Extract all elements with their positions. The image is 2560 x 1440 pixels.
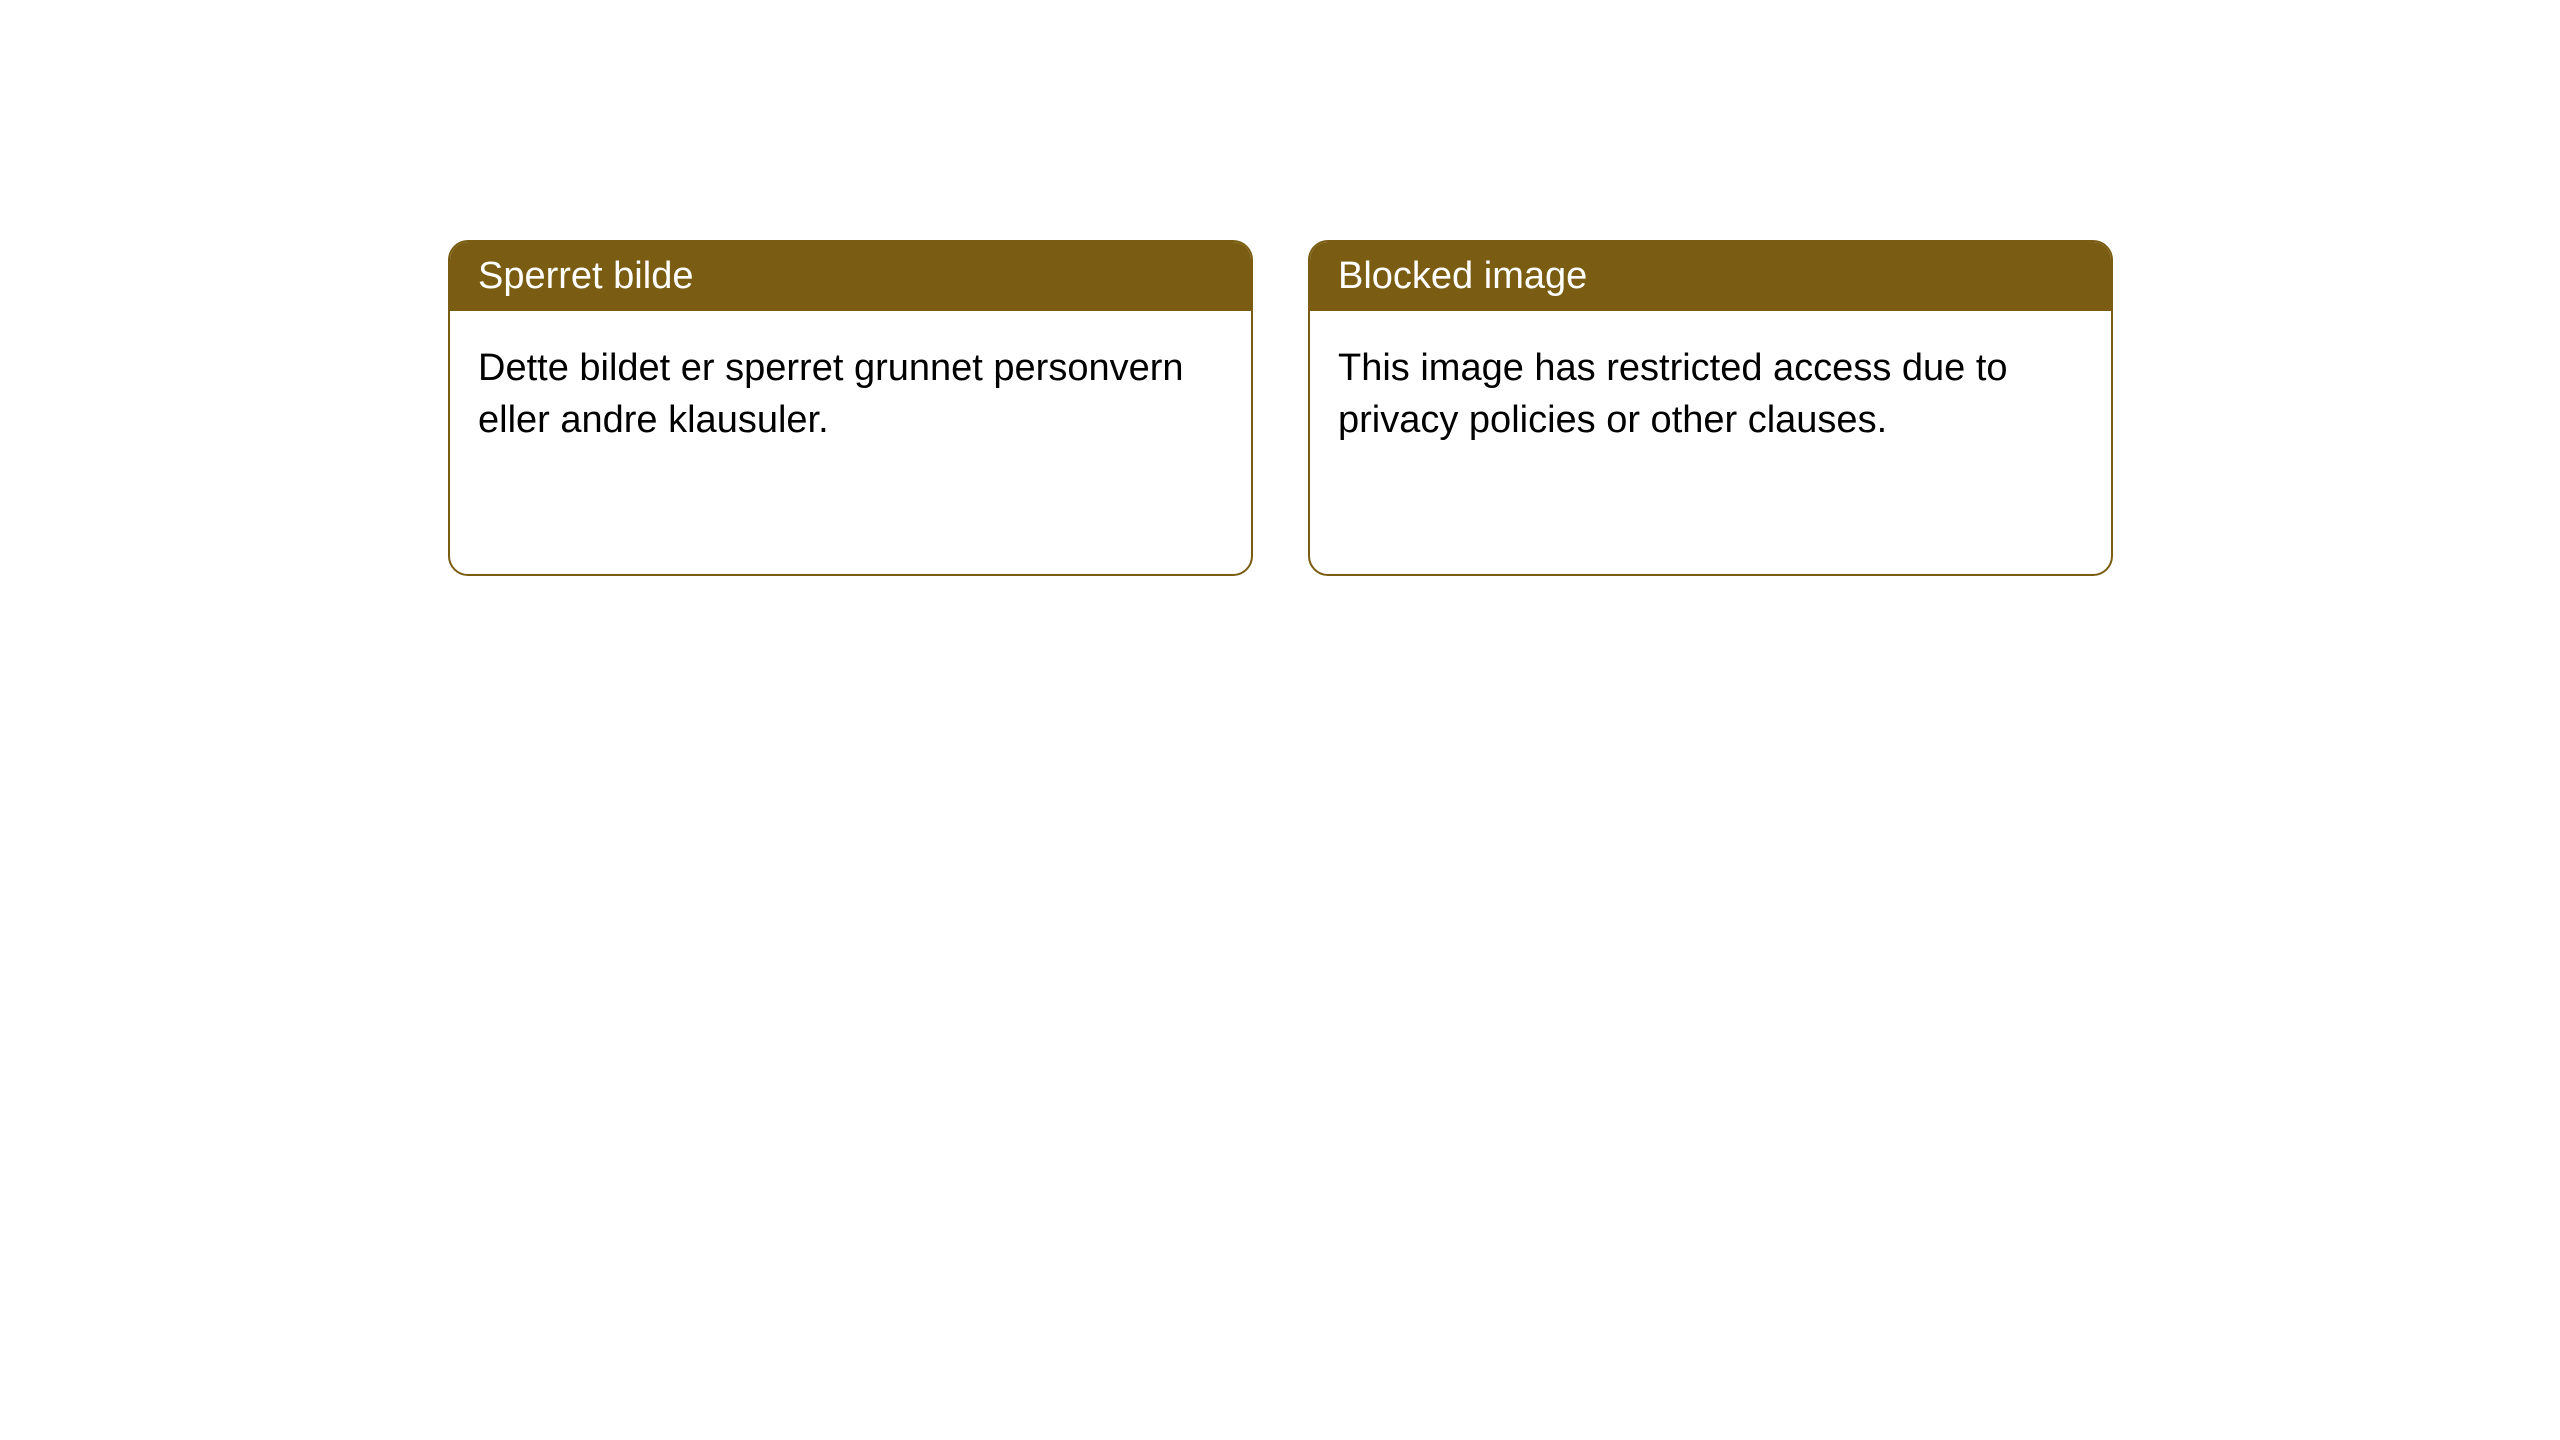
notice-body: This image has restricted access due to …	[1310, 311, 2111, 478]
notice-container: Sperret bilde Dette bildet er sperret gr…	[0, 0, 2560, 576]
notice-title: Blocked image	[1310, 242, 2111, 311]
notice-card-english: Blocked image This image has restricted …	[1308, 240, 2113, 576]
notice-title: Sperret bilde	[450, 242, 1251, 311]
notice-card-norwegian: Sperret bilde Dette bildet er sperret gr…	[448, 240, 1253, 576]
notice-body: Dette bildet er sperret grunnet personve…	[450, 311, 1251, 478]
